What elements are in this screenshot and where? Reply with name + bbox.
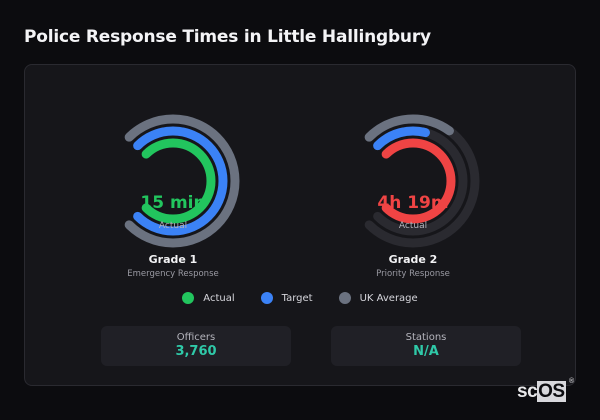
target-arc xyxy=(133,126,228,236)
gauge-name: Grade 2 xyxy=(388,253,438,266)
stat-value: N/A xyxy=(413,344,439,359)
response-card: 15 min Actual Grade 1 Emergency Response… xyxy=(24,64,576,386)
gauge-grade-2: 4h 19m Actual Grade 2 Priority Response xyxy=(333,111,493,279)
legend-label: UK Average xyxy=(359,292,418,304)
gauge-value: 15 min xyxy=(140,193,206,213)
stat-stations: Stations N/A xyxy=(331,326,521,366)
gauge-name: Grade 1 xyxy=(148,253,198,266)
page-title: Police Response Times in Little Hallingb… xyxy=(24,27,431,47)
uk-average-arc xyxy=(364,114,454,142)
actual-arc xyxy=(381,138,456,224)
scos-logo: scOS ® xyxy=(517,378,574,402)
radial-chart-grade-1 xyxy=(124,114,240,248)
stat-officers: Officers 3,760 xyxy=(101,326,291,366)
legend-label: Actual xyxy=(203,292,235,304)
gauge-description: Priority Response xyxy=(376,269,450,279)
chart-legend: Actual Target UK Average xyxy=(25,292,575,304)
legend-dot-icon xyxy=(260,292,273,304)
stat-label: Stations xyxy=(405,332,447,343)
legend-item-uk-average: UK Average xyxy=(338,292,418,304)
gauge-sublabel: Actual xyxy=(398,221,428,231)
stat-label: Officers xyxy=(176,332,216,343)
gauge-sublabel: Actual xyxy=(158,221,188,231)
stat-value: 3,760 xyxy=(175,344,217,359)
radial-chart-grade-2 xyxy=(364,114,480,248)
target-arc xyxy=(373,126,430,151)
legend-dot-icon xyxy=(182,292,195,304)
gauge-value: 4h 19m xyxy=(377,193,449,213)
legend-item-target: Target xyxy=(260,292,313,304)
legend-dot-icon xyxy=(338,292,351,304)
legend-item-actual: Actual xyxy=(182,292,235,304)
gauge-description: Emergency Response xyxy=(127,269,219,279)
uk-average-arc xyxy=(124,114,240,248)
gauge-grade-1: 15 min Actual Grade 1 Emergency Response xyxy=(93,111,253,279)
legend-label: Target xyxy=(281,292,313,304)
actual-arc xyxy=(141,138,216,224)
